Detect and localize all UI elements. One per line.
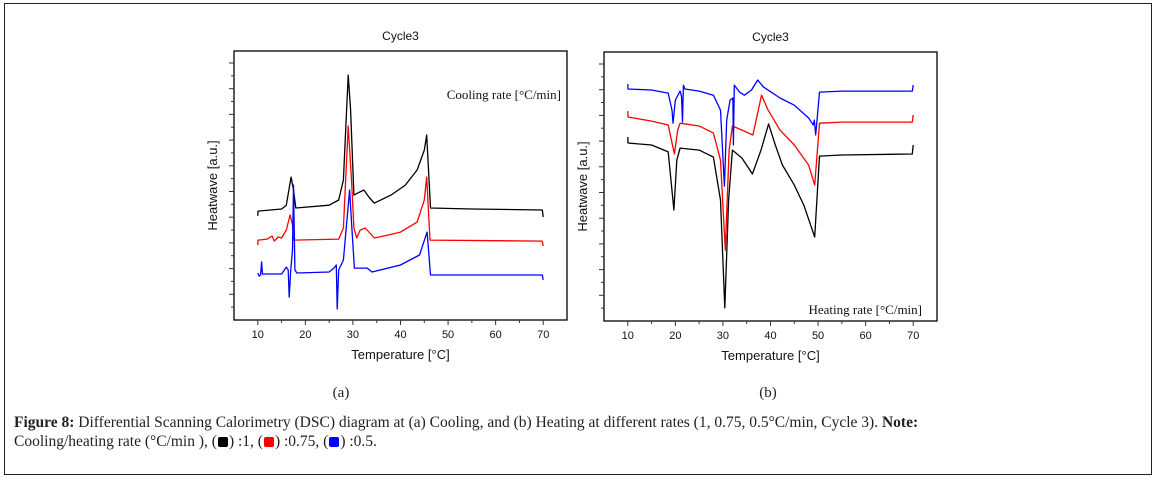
panel-label-a: (a) xyxy=(332,385,350,401)
legend-swatch-red xyxy=(263,437,274,447)
panel-label-b: (b) xyxy=(759,385,777,401)
figure-caption: Figure 8: Differential Scanning Calorime… xyxy=(14,413,1144,451)
x-tick-label: 50 xyxy=(812,330,824,342)
x-tick-label: 20 xyxy=(299,329,311,341)
y-axis-label: Heatwave [a.u.] xyxy=(205,140,220,230)
x-tick-label: 20 xyxy=(669,330,681,342)
x-tick-label: 40 xyxy=(764,330,776,342)
x-tick-label: 10 xyxy=(622,330,634,342)
series-line-0_5 xyxy=(627,79,914,187)
chart-heating: 10 20 30 40 50 60 70 Cycle3 Temperature [°C] Heat… xyxy=(575,30,938,363)
chart-cooling: 10 20 30 40 50 60 70 Cycle3 Temperature [°C] Heat… xyxy=(205,29,568,362)
legend-text-1: ) :1, ( xyxy=(228,433,263,450)
legend-swatch-black xyxy=(217,437,228,447)
series-line-0_75 xyxy=(257,125,544,247)
chart-title: Cycle3 xyxy=(752,30,789,44)
legend-text-3: ) :0.5. xyxy=(340,433,377,450)
legend-text-2: ) :0.75, ( xyxy=(274,433,329,450)
x-tick-label: 40 xyxy=(394,329,406,341)
rate-annotation: Cooling rate [°C/min] xyxy=(447,87,561,102)
x-tick-label: 50 xyxy=(442,329,454,341)
series-line-1 xyxy=(257,74,544,218)
series-line-0_5 xyxy=(257,184,544,310)
x-tick-label: 10 xyxy=(252,329,264,341)
rate-annotation: Heating rate [°C/min] xyxy=(809,302,923,317)
x-axis-label: Temperature [°C] xyxy=(351,347,449,362)
x-tick-label: 60 xyxy=(860,330,872,342)
legend-swatch-blue xyxy=(329,437,340,447)
x-tick-label: 60 xyxy=(490,329,502,341)
caption-note-label: Note: xyxy=(881,414,919,431)
figure-frame xyxy=(4,3,1152,475)
series-line-0_75 xyxy=(627,94,914,251)
chart-title: Cycle3 xyxy=(382,29,419,43)
x-tick-label: 70 xyxy=(537,329,549,341)
x-tick-label: 30 xyxy=(347,329,359,341)
x-axis-label: Temperature [°C] xyxy=(721,348,819,363)
series-line-1 xyxy=(627,123,914,309)
x-tick-label: 70 xyxy=(907,330,919,342)
caption-text: Differential Scanning Calorimetry (DSC) … xyxy=(74,414,882,431)
caption-label: Figure 8: xyxy=(14,414,75,431)
caption-note-prefix: Cooling/heating rate (°C/min ), ( xyxy=(14,433,217,450)
x-tick-label: 30 xyxy=(717,330,729,342)
y-axis-label: Heatwave [a.u.] xyxy=(575,141,590,231)
